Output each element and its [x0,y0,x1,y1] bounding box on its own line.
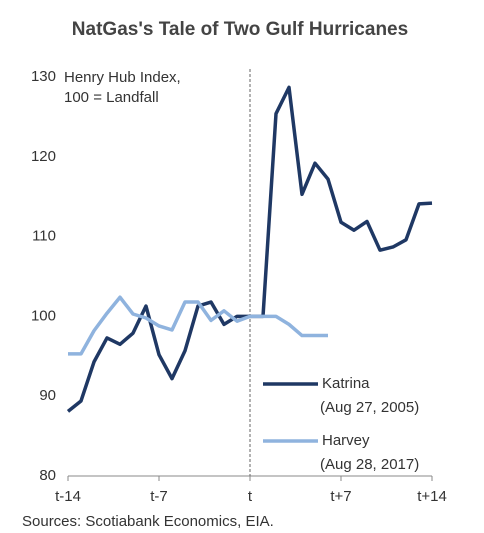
y-tick-label: 90 [39,387,56,404]
y-tick-label: 100 [31,307,56,324]
x-tick-label: t+7 [330,488,351,505]
legend-date: (Aug 27, 2005) [320,399,419,416]
chart-title: NatGas's Tale of Two Gulf Hurricanes [72,19,408,40]
y-tick-label: 110 [32,228,56,245]
source-note: Sources: Scotiabank Economics, EIA. [22,513,274,530]
y-axis-label: Henry Hub Index, [64,69,181,86]
legend-date: (Aug 28, 2017) [320,456,419,473]
y-tick-label: 130 [31,68,56,85]
y-axis-label: 100 = Landfall [64,89,159,106]
x-tick-label: t [248,488,253,505]
x-tick-label: t-7 [150,488,168,505]
legend-label: Katrina [322,375,370,392]
y-tick-label: 80 [39,467,56,484]
x-tick-label: t+14 [417,488,447,505]
y-tick-label: 120 [31,148,56,165]
legend-label: Harvey [322,432,370,449]
x-tick-label: t-14 [55,488,81,505]
series-line [68,295,328,356]
